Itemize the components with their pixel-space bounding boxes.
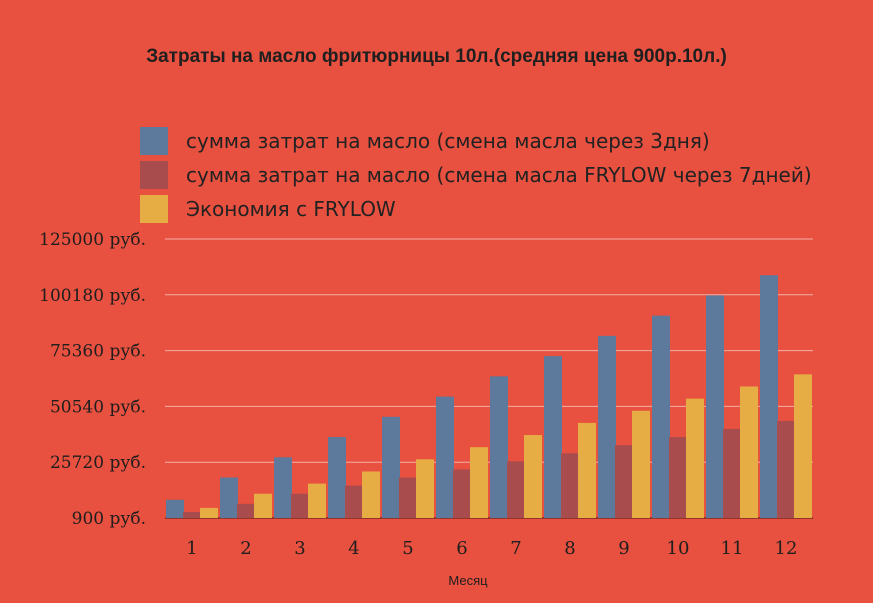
x-tick-label: 5 [402,538,413,559]
bar [308,483,326,518]
bar [578,422,596,518]
y-tick-label: 25720 руб. [50,453,146,473]
bar [362,471,380,518]
bar [669,437,687,518]
x-tick-label: 7 [510,538,521,559]
bar [345,485,363,518]
bar [706,295,724,518]
x-axis-title: Месяц [448,573,488,588]
bar [183,511,201,518]
bar [544,356,562,518]
bar [237,503,255,518]
y-tick-label: 75360 руб. [50,342,146,362]
bar [490,376,508,518]
bar [200,507,218,518]
x-axis-ticks: 1 2 3 4 5 6 7 8 9 10 11 12 [186,538,797,559]
x-tick-label: 9 [618,538,629,559]
bar [760,275,778,518]
y-tick-label: 900 руб. [72,509,146,529]
chart-title: Затраты на масло фритюрницы 10л.(средняя… [146,46,727,67]
x-tick-label: 1 [186,538,197,559]
x-tick-label: 4 [348,538,359,559]
legend-item-frylow: сумма затрат на масло (смена масла FRYLO… [140,158,812,192]
x-tick-label: 3 [294,538,305,559]
bar [470,447,488,518]
legend-swatch-frylow [140,161,168,189]
legend-label-3days: сумма затрат на масло (смена масла через… [186,129,710,153]
bar [561,453,579,518]
bar [436,396,454,518]
bar [399,477,417,518]
bars [166,275,812,518]
bar [507,461,525,518]
legend-swatch-3days [140,127,168,155]
bar [254,493,272,518]
bar [686,398,704,518]
x-tick-label: 11 [721,538,744,559]
x-tick-label: 8 [564,538,575,559]
bar [166,499,184,518]
legend-label-savings: Экономия с FRYLOW [186,197,396,221]
y-tick-label: 125000 руб. [39,230,146,250]
bar [328,437,346,518]
bar [652,315,670,518]
bar [615,445,633,518]
bar [453,469,471,518]
bar [382,416,400,518]
legend-swatch-savings [140,195,168,223]
bar [632,410,650,518]
bar [723,428,741,518]
x-tick-label: 12 [775,538,798,559]
bar [740,386,758,518]
x-tick-label: 6 [456,538,467,559]
bar [777,420,795,518]
legend-item-3days: сумма затрат на масло (смена масла через… [140,124,812,158]
bar [524,435,542,518]
y-tick-label: 100180 руб. [39,286,146,306]
bar [794,374,812,518]
y-axis-ticks: 125000 руб. 100180 руб. 75360 руб. 50540 ру… [39,230,146,529]
y-tick-label: 50540 руб. [50,397,146,417]
chart-legend: сумма затрат на масло (смена масла через… [140,124,812,226]
legend-item-savings: Экономия с FRYLOW [140,192,812,226]
bar [220,477,238,518]
bar [598,335,616,518]
gridlines [165,238,813,519]
bar [416,459,434,518]
bar [274,457,292,518]
x-tick-label: 2 [240,538,251,559]
x-tick-label: 10 [667,538,690,559]
bar [291,493,309,518]
legend-label-frylow: сумма затрат на масло (смена масла FRYLO… [186,163,812,187]
